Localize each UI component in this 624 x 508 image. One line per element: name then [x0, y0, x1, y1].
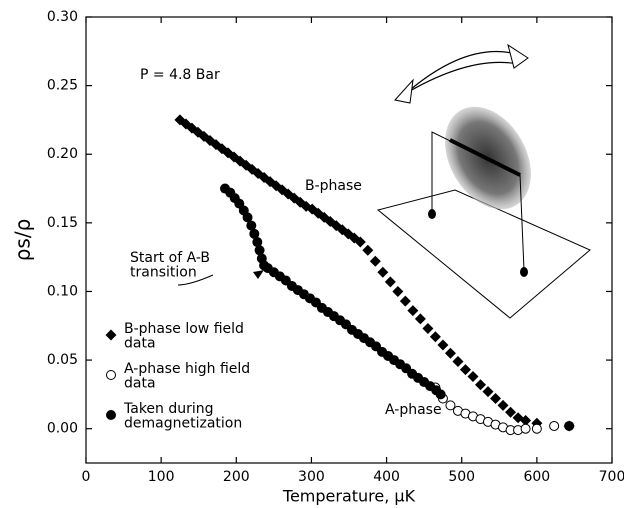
- annotation: P = 4.8 Bar: [140, 67, 220, 83]
- diamond-point: [459, 364, 471, 376]
- annotation: A-phase: [385, 402, 442, 418]
- y-tick-label: 0.00: [47, 421, 78, 437]
- y-tick-label: 0.15: [47, 215, 78, 231]
- diamond-point: [452, 355, 464, 367]
- y-tick-label: 0.25: [47, 78, 78, 94]
- x-tick-label: 0: [82, 469, 91, 485]
- diamond-point: [354, 236, 366, 248]
- apparatus-sketch: [376, 43, 591, 319]
- plot-frame: [85, 16, 613, 464]
- annotation: Start of A-B transition: [130, 250, 210, 281]
- diamond-point: [362, 244, 374, 256]
- diamond-point: [369, 255, 381, 267]
- diamond-point: [399, 295, 411, 307]
- filled-circle-point: [246, 220, 257, 231]
- annotation: B-phase: [305, 178, 362, 194]
- x-tick-label: 200: [223, 469, 250, 485]
- diamond-point: [490, 393, 502, 405]
- diamond-point: [444, 347, 456, 359]
- legend-label: A-phase high field data: [124, 361, 250, 392]
- diamond-point: [497, 399, 509, 411]
- y-axis-label: ρs/ρ: [11, 219, 35, 262]
- diamond-point: [414, 313, 426, 325]
- filled-circle-point: [252, 237, 263, 248]
- diamond-point: [392, 285, 404, 297]
- annotation-arrow: [177, 274, 214, 286]
- open-circle-point: [445, 400, 456, 411]
- open-circle-point: [520, 423, 531, 434]
- filled-circle-point: [242, 212, 253, 223]
- diamond-point: [407, 305, 419, 317]
- diamond-point: [377, 266, 389, 278]
- x-tick-label: 700: [599, 469, 624, 485]
- x-tick-label: 600: [523, 469, 550, 485]
- x-tick-label: 100: [148, 469, 175, 485]
- diamond-point: [437, 339, 449, 351]
- x-tick-label: 500: [448, 469, 475, 485]
- diamond-point: [429, 331, 441, 343]
- diamond-point: [384, 276, 396, 288]
- open-circle-point: [531, 423, 542, 434]
- x-axis-label: Temperature, µK: [282, 487, 416, 506]
- legend-label: Taken during demagnetization: [123, 401, 242, 432]
- legend-label: B-phase low field data: [124, 321, 244, 352]
- open-circle-point: [549, 420, 560, 431]
- legend-marker: [106, 410, 116, 420]
- x-tick-label: 300: [298, 469, 325, 485]
- y-tick-label: 0.10: [47, 283, 78, 299]
- diamond-point: [520, 414, 532, 426]
- filled-circle-point: [435, 389, 446, 400]
- y-tick-label: 0.20: [47, 146, 78, 162]
- filled-circle-point: [254, 245, 265, 256]
- legend-marker: [106, 370, 116, 380]
- diamond-point: [475, 379, 486, 391]
- diamond-point: [467, 371, 479, 383]
- arrow-head: [253, 270, 264, 279]
- filled-circle-point: [564, 420, 575, 431]
- diamond-point: [482, 386, 494, 398]
- y-tick-label: 0.05: [47, 352, 78, 368]
- diamond-point: [505, 406, 517, 418]
- diamond-point: [422, 323, 434, 335]
- x-tick-label: 400: [373, 469, 400, 485]
- y-tick-label: 0.30: [47, 9, 78, 25]
- filled-circle-point: [249, 228, 260, 239]
- legend-marker: [105, 329, 117, 341]
